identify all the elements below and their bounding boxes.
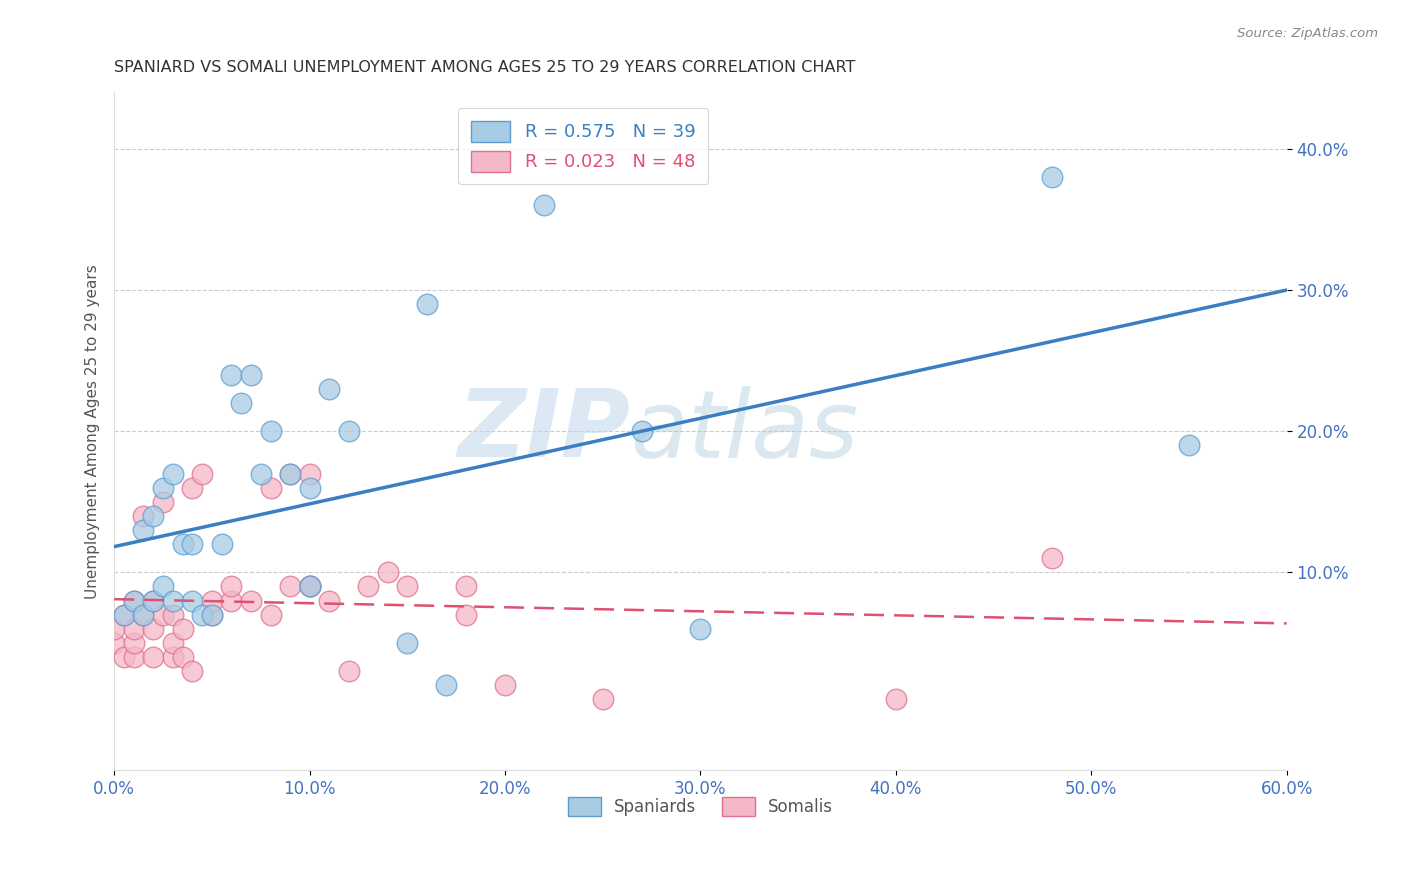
Point — [162, 607, 184, 622]
Point — [318, 382, 340, 396]
Point — [494, 678, 516, 692]
Point — [221, 580, 243, 594]
Point — [298, 580, 321, 594]
Point — [201, 607, 224, 622]
Point — [239, 368, 262, 382]
Point — [172, 537, 194, 551]
Point — [416, 297, 439, 311]
Point — [181, 593, 204, 607]
Point — [181, 664, 204, 678]
Text: atlas: atlas — [630, 385, 858, 476]
Point — [162, 650, 184, 665]
Point — [191, 467, 214, 481]
Point — [337, 424, 360, 438]
Y-axis label: Unemployment Among Ages 25 to 29 years: Unemployment Among Ages 25 to 29 years — [86, 264, 100, 599]
Point — [162, 593, 184, 607]
Point — [132, 523, 155, 537]
Point — [122, 622, 145, 636]
Point — [318, 593, 340, 607]
Point — [142, 650, 165, 665]
Point — [249, 467, 271, 481]
Point — [152, 607, 174, 622]
Text: Source: ZipAtlas.com: Source: ZipAtlas.com — [1237, 27, 1378, 40]
Point — [122, 593, 145, 607]
Point — [122, 650, 145, 665]
Point — [162, 636, 184, 650]
Point — [278, 467, 301, 481]
Point — [396, 580, 419, 594]
Point — [142, 593, 165, 607]
Point — [689, 622, 711, 636]
Point — [377, 566, 399, 580]
Point — [278, 467, 301, 481]
Point — [221, 593, 243, 607]
Point — [142, 622, 165, 636]
Point — [239, 593, 262, 607]
Point — [259, 424, 281, 438]
Point — [112, 607, 135, 622]
Point — [533, 198, 555, 212]
Point — [211, 537, 233, 551]
Text: ZIP: ZIP — [457, 385, 630, 477]
Point — [152, 481, 174, 495]
Point — [1178, 438, 1201, 452]
Legend: Spaniards, Somalis: Spaniards, Somalis — [561, 790, 839, 822]
Point — [132, 607, 155, 622]
Point — [191, 607, 214, 622]
Point — [396, 636, 419, 650]
Point — [454, 580, 477, 594]
Point — [142, 508, 165, 523]
Point — [298, 467, 321, 481]
Point — [103, 636, 125, 650]
Point — [1040, 170, 1063, 185]
Point — [142, 593, 165, 607]
Point — [298, 481, 321, 495]
Point — [132, 607, 155, 622]
Point — [181, 537, 204, 551]
Point — [259, 481, 281, 495]
Point — [434, 678, 457, 692]
Point — [357, 580, 380, 594]
Point — [221, 368, 243, 382]
Point — [103, 622, 125, 636]
Point — [259, 607, 281, 622]
Point — [132, 508, 155, 523]
Point — [172, 622, 194, 636]
Point — [112, 650, 135, 665]
Point — [630, 424, 652, 438]
Point — [152, 495, 174, 509]
Point — [181, 481, 204, 495]
Point — [298, 580, 321, 594]
Point — [201, 607, 224, 622]
Point — [122, 593, 145, 607]
Point — [162, 467, 184, 481]
Point — [201, 593, 224, 607]
Point — [1040, 551, 1063, 566]
Point — [231, 396, 253, 410]
Point — [112, 607, 135, 622]
Point — [152, 580, 174, 594]
Point — [278, 580, 301, 594]
Point — [592, 692, 614, 706]
Point — [298, 580, 321, 594]
Point — [337, 664, 360, 678]
Point — [122, 636, 145, 650]
Point — [884, 692, 907, 706]
Point — [172, 650, 194, 665]
Point — [454, 607, 477, 622]
Text: SPANIARD VS SOMALI UNEMPLOYMENT AMONG AGES 25 TO 29 YEARS CORRELATION CHART: SPANIARD VS SOMALI UNEMPLOYMENT AMONG AG… — [114, 60, 856, 75]
